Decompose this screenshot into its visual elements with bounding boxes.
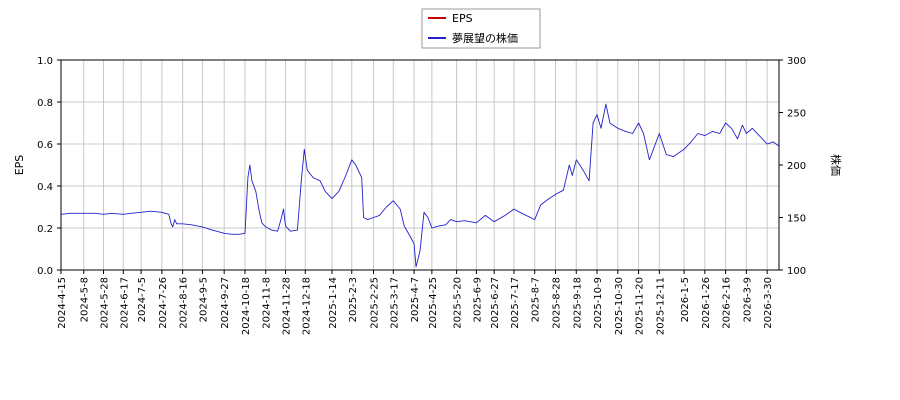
x-tick-label: 2025-4-7: [410, 277, 421, 322]
left-tick-label: 0.8: [37, 98, 53, 109]
x-tick-label: 2024-9-5: [198, 277, 209, 322]
x-tick-label: 2025-12-11: [655, 277, 666, 335]
x-tick-label: 2025-1-14: [328, 277, 339, 329]
x-tick-label: 2024-10-18: [241, 277, 252, 335]
x-tick-label: 2024-7-26: [158, 277, 169, 329]
x-tick-label: 2025-8-28: [551, 277, 562, 329]
x-tick-label: 2025-6-9: [472, 277, 483, 322]
x-tick-label: 2024-4-15: [57, 277, 68, 329]
right-tick-label: 300: [787, 56, 806, 67]
left-tick-label: 0.0: [37, 266, 53, 277]
legend-label: EPS: [452, 12, 473, 25]
x-tick-label: 2024-12-18: [301, 277, 312, 335]
x-tick-label: 2025-11-20: [635, 277, 646, 335]
x-tick-label: 2025-7-17: [510, 277, 521, 329]
left-tick-label: 0.4: [37, 182, 53, 193]
x-tick-label: 2024-11-28: [281, 277, 292, 335]
x-tick-label: 2024-11-8: [262, 277, 273, 329]
x-tick-label: 2026-1-5: [680, 277, 691, 322]
x-tick-label: 2026-3-9: [742, 277, 753, 322]
x-axis-ticks: 2024-4-15 2024-5-8 2024-5-28 2024-6-17 2024-…: [57, 270, 774, 335]
x-tick-label: 2025-2-25: [370, 277, 381, 329]
grid: [60, 59, 779, 271]
right-axis-title: 株価: [829, 154, 843, 176]
right-axis-ticks: 100 150 200 250 300: [779, 56, 806, 277]
right-tick-label: 100: [787, 266, 806, 277]
left-tick-label: 0.6: [37, 140, 53, 151]
right-tick-label: 150: [787, 214, 806, 225]
series-line-1: [60, 103, 780, 268]
left-axis-ticks: 0.0 0.2 0.4 0.6 0.8 1.0: [37, 56, 61, 277]
x-tick-label: 2025-2-3: [348, 277, 359, 322]
x-tick-label: 2026-1-26: [701, 277, 712, 329]
x-tick-label: 2024-9-27: [220, 277, 231, 329]
x-tick-label: 2024-5-8: [80, 277, 91, 322]
x-tick-label: 2026-3-30: [763, 277, 774, 329]
left-tick-label: 1.0: [37, 56, 53, 67]
x-tick-label: 2025-4-25: [428, 277, 439, 329]
x-tick-label: 2024-6-17: [119, 277, 130, 329]
x-tick-label: 2024-5-28: [100, 277, 111, 329]
legend-box: [421, 8, 541, 49]
plot-frame: [60, 59, 780, 271]
x-tick-label: 2026-2-16: [722, 277, 733, 329]
left-tick-label: 0.2: [37, 224, 53, 235]
legend: EPS 夢展望の株価: [421, 8, 541, 49]
x-tick-label: 2025-6-27: [490, 277, 501, 329]
x-tick-label: 2025-3-17: [389, 277, 400, 329]
right-tick-label: 200: [787, 161, 806, 172]
legend-label: 夢展望の株価: [452, 31, 518, 45]
series-layer: [60, 103, 780, 268]
right-tick-label: 250: [787, 109, 806, 120]
x-tick-label: 2025-9-18: [572, 277, 583, 329]
left-axis-title: EPS: [13, 155, 26, 176]
x-tick-label: 2024-8-16: [179, 277, 190, 329]
x-tick-label: 2025-5-20: [453, 277, 464, 329]
x-tick-label: 2025-10-9: [593, 277, 604, 329]
x-tick-label: 2024-7-5: [137, 277, 148, 322]
x-tick-label: 2025-8-7: [531, 277, 542, 322]
x-tick-label: 2025-10-30: [614, 277, 625, 335]
